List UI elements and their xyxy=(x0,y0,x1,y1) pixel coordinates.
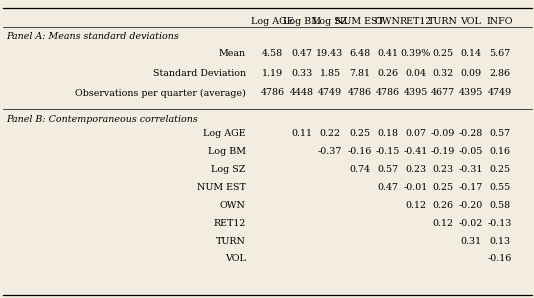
Text: NUM EST: NUM EST xyxy=(197,183,246,192)
Text: Panel A: Means standard deviations: Panel A: Means standard deviations xyxy=(6,32,179,41)
Text: 0.13: 0.13 xyxy=(489,237,511,246)
Text: TURN: TURN xyxy=(428,17,458,26)
Text: -0.01: -0.01 xyxy=(403,183,428,192)
Text: 0.11: 0.11 xyxy=(291,129,312,138)
Text: 1.19: 1.19 xyxy=(262,69,283,77)
Text: -0.41: -0.41 xyxy=(403,147,428,156)
Text: 0.16: 0.16 xyxy=(489,147,511,156)
Text: -0.17: -0.17 xyxy=(459,183,483,192)
Text: 0.07: 0.07 xyxy=(405,129,426,138)
Text: 0.32: 0.32 xyxy=(433,69,454,77)
Text: Observations per quarter (average): Observations per quarter (average) xyxy=(75,89,246,97)
Text: 4448: 4448 xyxy=(290,89,313,97)
Text: Log BM: Log BM xyxy=(208,147,246,156)
Text: OWN: OWN xyxy=(375,17,400,26)
Text: 0.25: 0.25 xyxy=(349,129,371,138)
Text: 0.57: 0.57 xyxy=(377,165,398,174)
Text: RET12: RET12 xyxy=(213,219,246,228)
Text: 19.43: 19.43 xyxy=(316,49,344,58)
Text: -0.02: -0.02 xyxy=(459,219,483,228)
Text: Log SZ: Log SZ xyxy=(313,17,347,26)
Text: 0.26: 0.26 xyxy=(433,201,454,210)
Text: 4786: 4786 xyxy=(260,89,285,97)
Text: 0.25: 0.25 xyxy=(489,165,511,174)
Text: -0.13: -0.13 xyxy=(488,219,512,228)
Text: 0.09: 0.09 xyxy=(460,69,482,77)
Text: -0.37: -0.37 xyxy=(318,147,342,156)
Text: OWN: OWN xyxy=(220,201,246,210)
Text: 0.39%: 0.39% xyxy=(400,49,430,58)
Text: 0.55: 0.55 xyxy=(489,183,511,192)
Text: 0.33: 0.33 xyxy=(291,69,312,77)
Text: Mean: Mean xyxy=(218,49,246,58)
Text: 0.22: 0.22 xyxy=(319,129,341,138)
Text: 0.26: 0.26 xyxy=(377,69,398,77)
Text: 0.58: 0.58 xyxy=(489,201,511,210)
Text: 4786: 4786 xyxy=(375,89,400,97)
Text: -0.15: -0.15 xyxy=(375,147,400,156)
Text: 2.86: 2.86 xyxy=(489,69,511,77)
Text: 0.47: 0.47 xyxy=(377,183,398,192)
Text: 4.58: 4.58 xyxy=(262,49,283,58)
Text: Standard Deviation: Standard Deviation xyxy=(153,69,246,77)
Text: 0.47: 0.47 xyxy=(291,49,312,58)
Text: 0.23: 0.23 xyxy=(405,165,426,174)
Text: 0.57: 0.57 xyxy=(489,129,511,138)
Text: 0.74: 0.74 xyxy=(349,165,371,174)
Text: -0.31: -0.31 xyxy=(459,165,483,174)
Text: -0.05: -0.05 xyxy=(459,147,483,156)
Text: Log SZ: Log SZ xyxy=(211,165,246,174)
Text: TURN: TURN xyxy=(216,237,246,246)
Text: VOL: VOL xyxy=(225,254,246,263)
Text: -0.16: -0.16 xyxy=(348,147,372,156)
Text: NUM EST: NUM EST xyxy=(335,17,384,26)
Text: -0.20: -0.20 xyxy=(459,201,483,210)
Text: Log AGE: Log AGE xyxy=(203,129,246,138)
Text: 0.25: 0.25 xyxy=(433,49,454,58)
Text: 7.81: 7.81 xyxy=(349,69,371,77)
Text: 0.23: 0.23 xyxy=(433,165,454,174)
Text: 0.41: 0.41 xyxy=(377,49,398,58)
Text: 0.25: 0.25 xyxy=(433,183,454,192)
Text: -0.28: -0.28 xyxy=(459,129,483,138)
Text: 6.48: 6.48 xyxy=(349,49,371,58)
Text: 0.04: 0.04 xyxy=(405,69,426,77)
Text: 4395: 4395 xyxy=(403,89,428,97)
Text: 0.12: 0.12 xyxy=(405,201,426,210)
Text: INFO: INFO xyxy=(486,17,513,26)
Text: Panel B: Contemporaneous correlations: Panel B: Contemporaneous correlations xyxy=(6,115,198,124)
Text: 0.12: 0.12 xyxy=(433,219,454,228)
Text: 0.14: 0.14 xyxy=(460,49,482,58)
Text: 0.31: 0.31 xyxy=(460,237,482,246)
Text: VOL: VOL xyxy=(460,17,482,26)
Text: 5.67: 5.67 xyxy=(489,49,511,58)
Text: Log AGE: Log AGE xyxy=(251,17,294,26)
Text: -0.16: -0.16 xyxy=(488,254,512,263)
Text: 1.85: 1.85 xyxy=(319,69,341,77)
Text: -0.19: -0.19 xyxy=(431,147,456,156)
Text: 4677: 4677 xyxy=(431,89,456,97)
Text: Log BM: Log BM xyxy=(282,17,321,26)
Text: 4749: 4749 xyxy=(488,89,512,97)
Text: 4749: 4749 xyxy=(318,89,342,97)
Text: 4786: 4786 xyxy=(348,89,372,97)
Text: 4395: 4395 xyxy=(459,89,483,97)
Text: -0.09: -0.09 xyxy=(431,129,456,138)
Text: RET12: RET12 xyxy=(399,17,431,26)
Text: 0.18: 0.18 xyxy=(377,129,398,138)
